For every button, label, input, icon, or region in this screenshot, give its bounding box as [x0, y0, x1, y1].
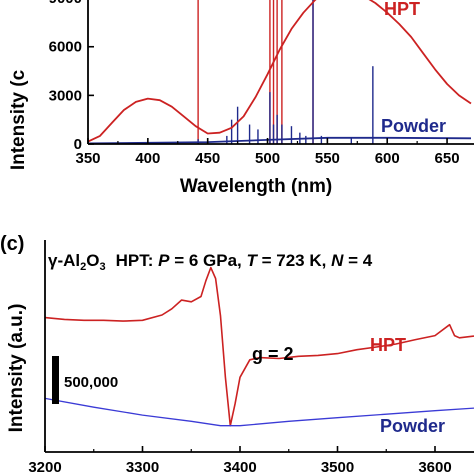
top-x-axis-label: Wavelength (nm) [180, 176, 332, 197]
series-line-hpt [87, 0, 472, 143]
scale-bar [52, 356, 59, 404]
c-x-tick-label: 3500 [321, 459, 354, 474]
top-x-tick-label: 450 [195, 150, 220, 167]
top-y-tick-label: 6000 [49, 39, 82, 56]
c-x-tick-label: 3600 [418, 459, 451, 474]
c-x-tick-label: 3400 [223, 459, 256, 474]
c-axes: 3200 3300 3400 3500 3600 [28, 240, 474, 474]
top-x-tick-label: 500 [255, 150, 280, 167]
top-panel: 350 400 450 500 550 600 650 0 3000 6000 9000 Inten… [8, 0, 474, 197]
top-y-axis-label: Intensity (c [8, 69, 29, 170]
top-y-tick-label-clipped: 9000 [49, 0, 82, 7]
legend-hpt-c: HPT [370, 335, 406, 355]
panel-c: (c) γ-Al2O3 HPT: P = 6 GPa, T = 723 K, N … [0, 233, 474, 474]
c-x-tick-label: 3300 [126, 459, 159, 474]
series-line-c-powder [44, 397, 474, 427]
legend-powder-top: Powder [381, 116, 446, 136]
c-series-layer [44, 266, 474, 427]
top-x-tick-label: 350 [75, 150, 100, 167]
top-axes: 350 400 450 500 550 600 650 0 3000 6000 9000 [49, 0, 474, 167]
g-factor-annotation: g = 2 [252, 344, 294, 364]
series-line-powder [87, 136, 472, 145]
top-y-tick-label: 3000 [49, 87, 82, 104]
c-y-axis-label: Intensity (a.u.) [6, 304, 27, 433]
legend-powder-c: Powder [380, 416, 445, 436]
top-x-tick-label: 600 [375, 150, 400, 167]
scale-bar-label: 500,000 [64, 374, 118, 391]
top-x-tick-label: 650 [435, 150, 460, 167]
top-x-tick-label: 400 [135, 150, 160, 167]
panel-label-c: (c) [0, 233, 24, 255]
c-x-tick-label: 3200 [28, 459, 61, 474]
legend-hpt-top: HPT [384, 0, 420, 19]
top-x-tick-label: 550 [315, 150, 340, 167]
top-y-tick-label: 0 [74, 136, 82, 153]
condition-label: γ-Al2O3 HPT: P = 6 GPa, T = 723 K, N = 4 [48, 251, 373, 273]
top-series-layer [87, 0, 472, 145]
series-line-c-hpt [44, 266, 474, 427]
